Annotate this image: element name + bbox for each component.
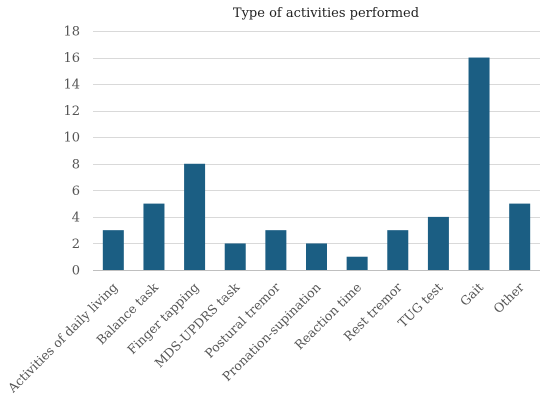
bars xyxy=(102,57,531,270)
y-tick-label: 2 xyxy=(72,237,80,252)
chart-title: Type of activities performed xyxy=(233,6,419,21)
y-tick-label: 16 xyxy=(63,51,80,66)
bar-rest-tremor xyxy=(387,230,409,270)
bar-gait xyxy=(468,57,490,270)
bar-tug-test xyxy=(427,216,449,270)
y-tick-label: 6 xyxy=(72,184,80,199)
bar-mds-updrs-task xyxy=(224,243,246,270)
bar-finger-tapping xyxy=(184,163,206,270)
bar-other xyxy=(509,203,531,270)
bar-postural-tremor xyxy=(265,230,287,270)
y-tick-label: 8 xyxy=(72,157,80,172)
bar-pronation-supination xyxy=(306,243,327,270)
x-tick-label: Other xyxy=(490,280,527,317)
y-tick-label: 0 xyxy=(72,264,80,279)
y-tick-label: 18 xyxy=(63,25,80,40)
x-tick-label: Finger tapping xyxy=(124,280,202,358)
bar-reaction-time xyxy=(346,256,368,270)
bar-activities-of-daily-living xyxy=(102,230,124,270)
x-tick-label: Postural tremor xyxy=(202,280,283,361)
y-axis-ticks: 0 2 4 6 8 10 12 14 16 18 xyxy=(63,25,80,279)
gridlines xyxy=(93,31,540,244)
y-tick-label: 4 xyxy=(72,210,80,225)
y-tick-label: 14 xyxy=(63,78,80,93)
x-tick-label: Gait xyxy=(457,280,486,309)
y-tick-label: 12 xyxy=(63,104,80,119)
y-tick-label: 10 xyxy=(63,131,80,146)
bar-balance-task xyxy=(143,203,165,270)
x-tick-label: TUG test xyxy=(395,280,446,331)
